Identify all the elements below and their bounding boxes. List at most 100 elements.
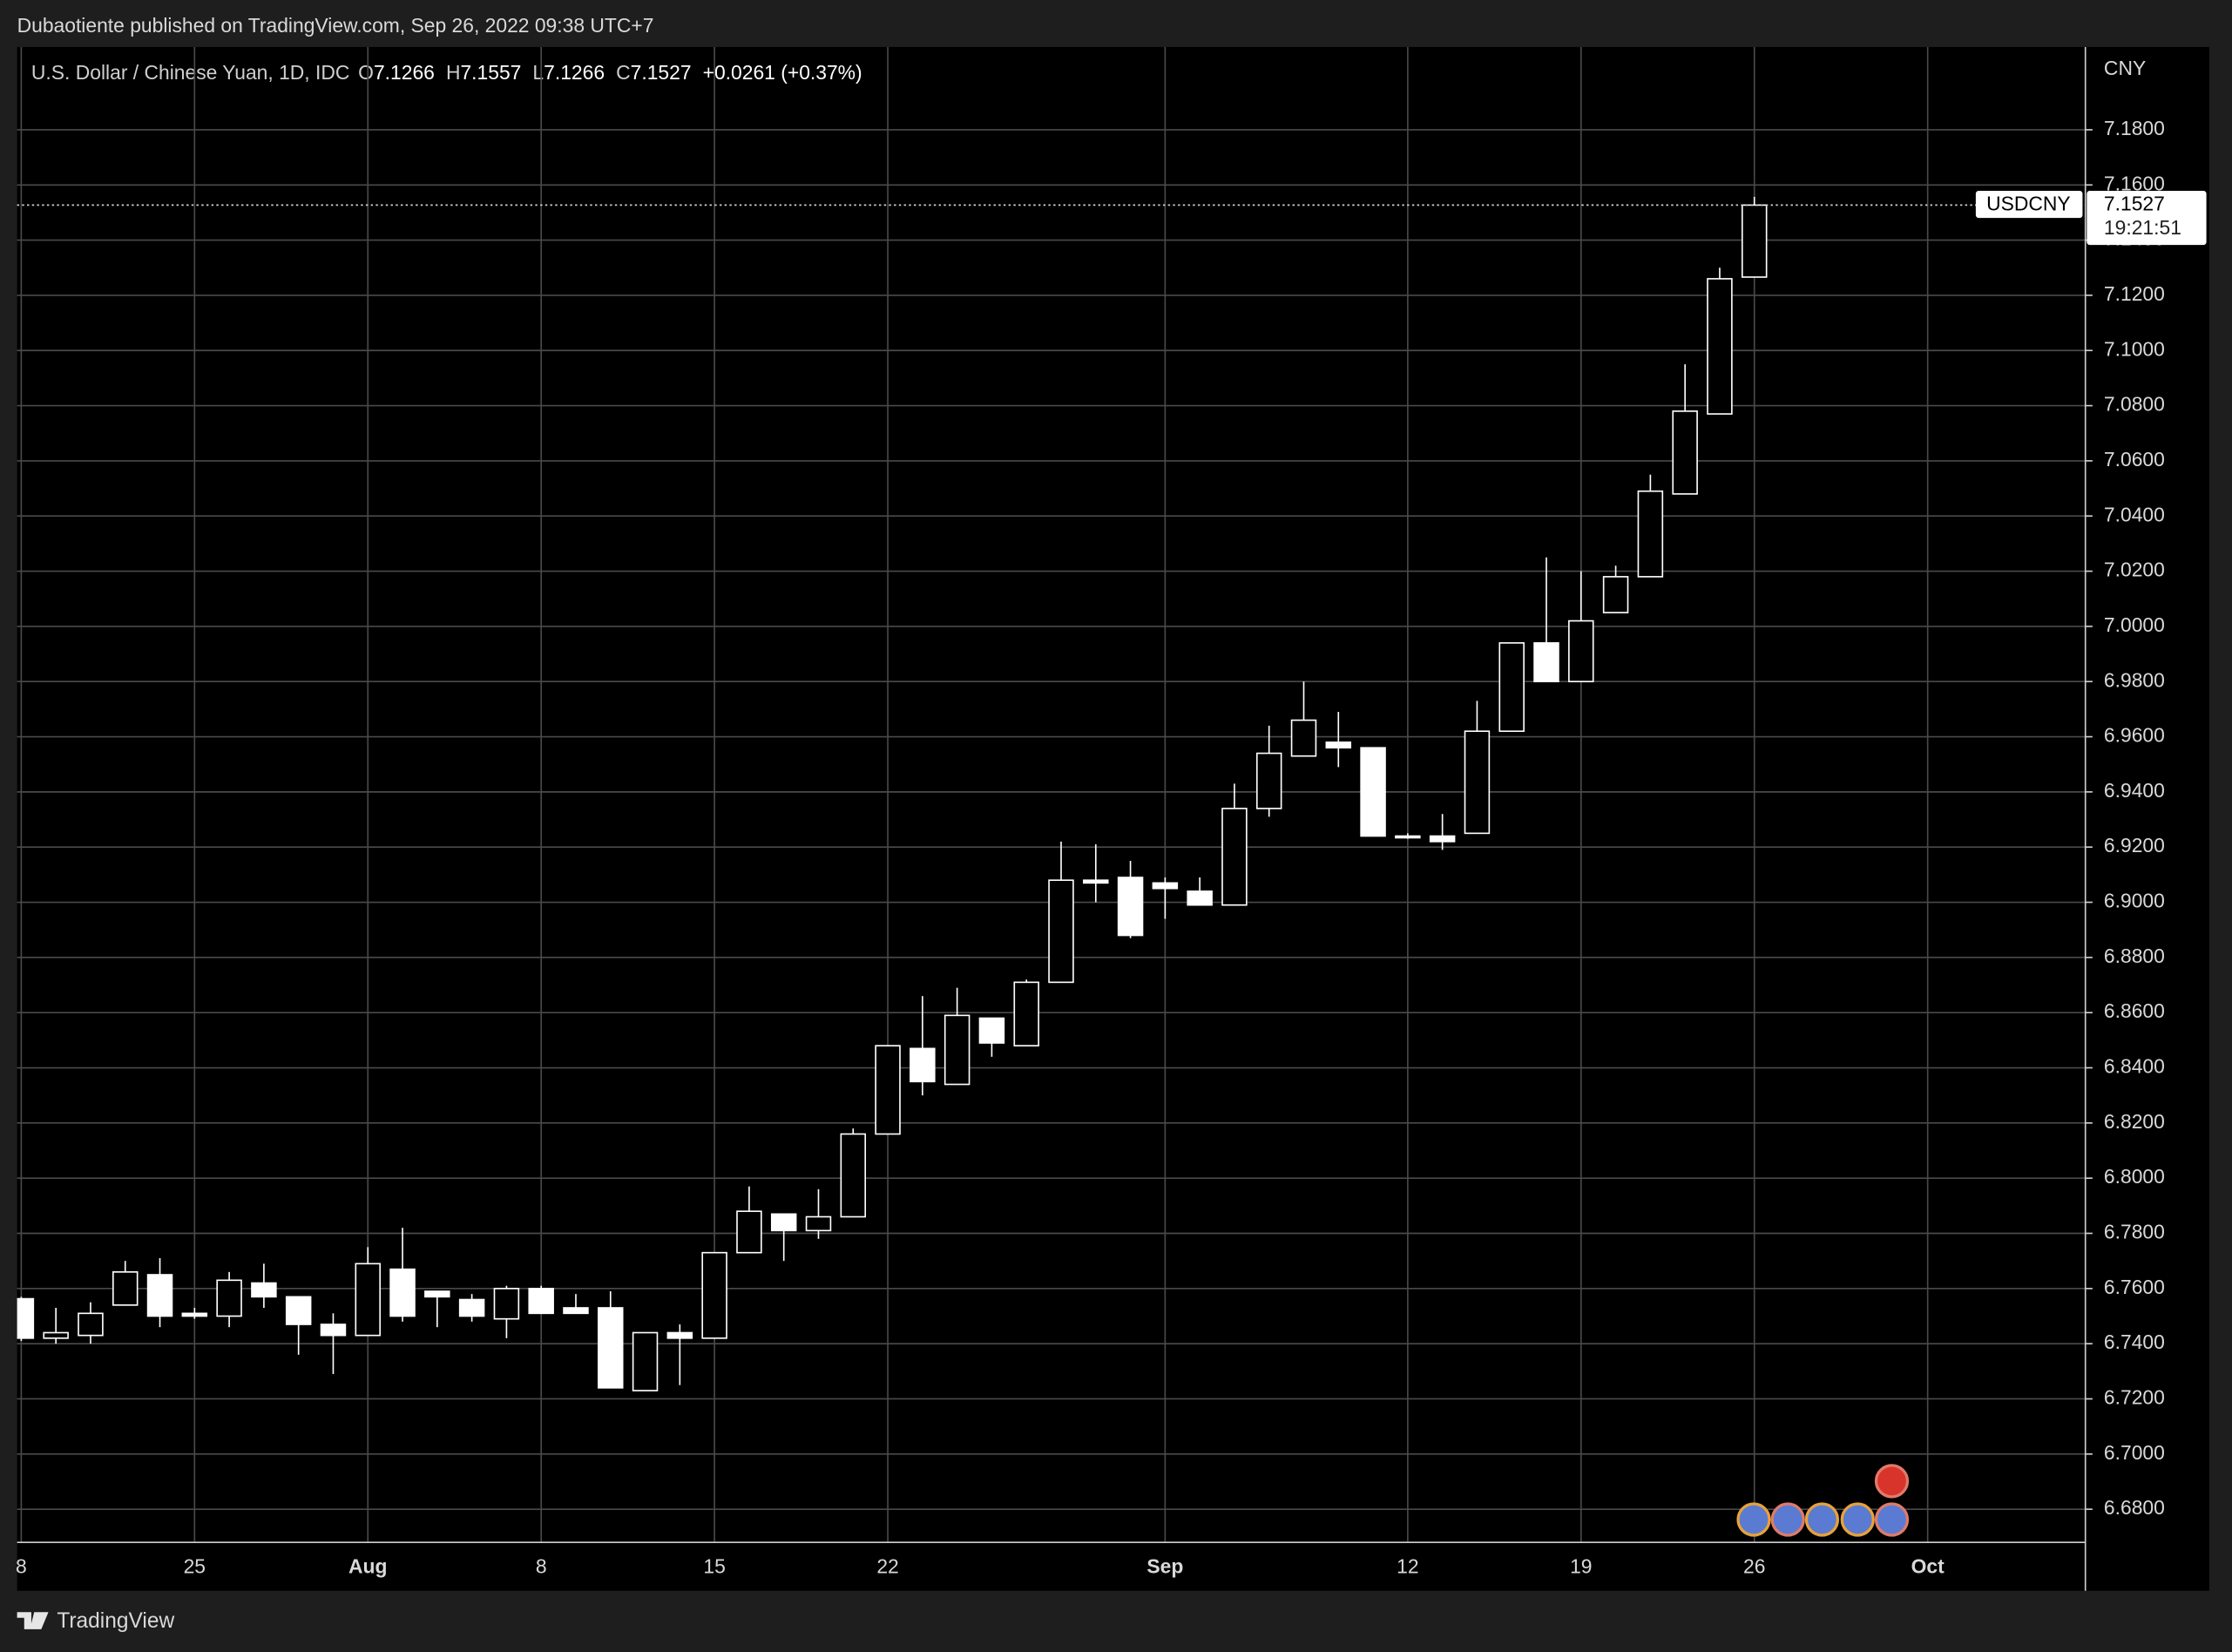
- y-tick-label: 7.0400: [2104, 503, 2165, 525]
- y-tick-label: 6.8800: [2104, 944, 2165, 967]
- x-tick-label: 19: [1570, 1555, 1592, 1578]
- candle-body: [78, 1312, 104, 1337]
- footer-brand: TradingView: [57, 1609, 174, 1633]
- y-tick-label: 6.9400: [2104, 779, 2165, 802]
- event-icons: [1736, 1464, 1910, 1537]
- candle-body: [1187, 890, 1213, 906]
- candle-body: [632, 1331, 659, 1391]
- candle-body: [1672, 410, 1698, 495]
- candle-body: [355, 1263, 381, 1337]
- candle-body: [770, 1213, 797, 1232]
- x-tick-label: 26: [1743, 1555, 1765, 1578]
- candle-body: [112, 1271, 139, 1306]
- tradingview-logo: TradingView: [17, 1609, 174, 1633]
- marks: 6.6800 6.7000 6.7200 6.7400 6.7600 6.7800 6.80…: [16, 46, 2207, 1578]
- price-tag: [2087, 191, 2207, 246]
- publish-header: Dubaotiente published on TradingView.com…: [17, 14, 654, 37]
- x-tick-label: Oct: [1911, 1555, 1945, 1578]
- high-label: H: [446, 61, 461, 84]
- x-tick-label: 8: [536, 1555, 547, 1578]
- candle-body: [1464, 730, 1491, 835]
- candle-body: [563, 1307, 589, 1315]
- symbol-tag: [1975, 191, 2083, 219]
- candle-body: [458, 1298, 485, 1317]
- candle-body: [875, 1045, 901, 1135]
- price-tag-countdown: 19:21:51: [2104, 216, 2181, 239]
- y-tick-label: 6.9200: [2104, 834, 2165, 856]
- candle-body: [598, 1307, 624, 1389]
- low-label: L: [532, 61, 544, 84]
- candle-body: [1568, 620, 1594, 683]
- candle-body: [1255, 752, 1282, 809]
- open-label: O: [358, 61, 374, 84]
- candle-body: [840, 1133, 867, 1218]
- candle-body: [389, 1268, 416, 1317]
- y-tick-label: 7.1600: [2104, 172, 2165, 194]
- candle-body: [1048, 879, 1074, 984]
- price-tag-value: 7.1527: [2104, 192, 2165, 214]
- close-label: C: [616, 61, 631, 84]
- close-value: 7.1527: [631, 61, 692, 84]
- candle-body: [251, 1282, 277, 1298]
- y-tick-label: 6.8400: [2104, 1055, 2165, 1078]
- candle-body: [146, 1274, 173, 1317]
- event-icon-us[interactable]: [1770, 1502, 1805, 1537]
- event-icon-us[interactable]: [1874, 1502, 1910, 1537]
- y-tick-label: 6.9800: [2104, 668, 2165, 691]
- candle-body: [1395, 835, 1421, 839]
- candle-body: [1083, 879, 1109, 884]
- candle-body: [944, 1014, 971, 1086]
- y-tick-label: 6.7800: [2104, 1221, 2165, 1243]
- event-icon-us[interactable]: [1736, 1502, 1771, 1537]
- candle-body: [1360, 747, 1386, 837]
- y-tick-label: 6.7400: [2104, 1330, 2165, 1353]
- chart-area: [17, 46, 2209, 1591]
- candle-body: [666, 1331, 693, 1339]
- y-tick-label: 7.0200: [2104, 559, 2165, 581]
- y-tick-label: 6.7600: [2104, 1276, 2165, 1298]
- y-axis-unit: CNY: [2104, 57, 2146, 79]
- candle-body: [1221, 808, 1248, 906]
- y-tick-label: 7.0600: [2104, 448, 2165, 471]
- candle-body: [285, 1296, 312, 1325]
- candle-body: [1741, 204, 1768, 278]
- y-tick-label: 7.1800: [2104, 117, 2165, 139]
- symbol-tag-label: USDCNY: [1986, 192, 2071, 214]
- event-icon-us[interactable]: [1840, 1502, 1875, 1537]
- candle-body: [320, 1324, 347, 1337]
- candle-body: [805, 1215, 832, 1232]
- symbol-title: U.S. Dollar / Chinese Yuan, 1D, IDC: [31, 61, 349, 84]
- candle-body: [736, 1210, 762, 1254]
- candle-body: [181, 1312, 208, 1317]
- y-tick-label: 6.7000: [2104, 1441, 2165, 1464]
- candle-body: [1707, 278, 1733, 415]
- y-tick-label: 6.7200: [2104, 1386, 2165, 1409]
- candle-body: [528, 1288, 554, 1315]
- event-icon-cn[interactable]: [1874, 1464, 1910, 1499]
- legend-row: U.S. Dollar / Chinese Yuan, 1D, IDC O 7.12…: [31, 61, 862, 84]
- candle-body: [1429, 835, 1456, 843]
- x-tick-label: Sep: [1146, 1555, 1183, 1578]
- x-tick-label: 15: [703, 1555, 725, 1578]
- candle-body: [1637, 490, 1664, 578]
- y-tick-label: 6.9000: [2104, 890, 2165, 912]
- candle-body: [1152, 882, 1179, 890]
- plot: [17, 196, 1768, 1391]
- y-tick-label: 7.1000: [2104, 337, 2165, 360]
- candle-body: [978, 1017, 1005, 1044]
- candle-body: [1117, 877, 1144, 937]
- y-tick-label: 7.0800: [2104, 393, 2165, 416]
- change-value: +0.0261 (+0.37%): [703, 61, 862, 84]
- candle-body: [1602, 576, 1629, 613]
- candle-body: [1533, 642, 1559, 683]
- candle-body: [1325, 741, 1352, 749]
- x-tick-label: 8: [16, 1555, 27, 1578]
- x-tick-label: 22: [876, 1555, 898, 1578]
- y-tick-label: 6.8600: [2104, 999, 2165, 1022]
- candle-body: [493, 1288, 520, 1320]
- y-tick-label: 7.1200: [2104, 282, 2165, 305]
- low-value: 7.1266: [544, 61, 605, 84]
- y-tick-label: 7.0000: [2104, 613, 2165, 636]
- event-icon-us[interactable]: [1804, 1502, 1840, 1537]
